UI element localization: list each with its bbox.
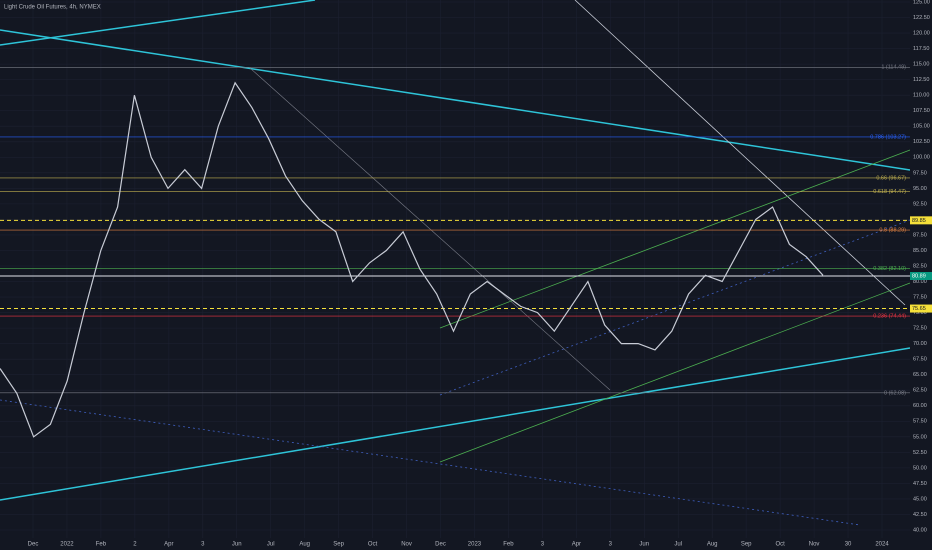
x-tick-label: 3 xyxy=(609,542,613,548)
y-tick-label: 110.00 xyxy=(913,93,929,99)
y-tick-label: 70.00 xyxy=(913,341,927,347)
price-line xyxy=(0,81,824,438)
x-tick-label: Apr xyxy=(572,542,581,548)
fib-label: 0.786 (103.27) xyxy=(870,134,906,140)
price-badge-label: 89.85 xyxy=(912,218,926,224)
x-tick-label: 2023 xyxy=(468,542,482,548)
y-tick-label: 82.50 xyxy=(913,263,927,269)
channel-line xyxy=(439,149,911,329)
x-tick-label: 2022 xyxy=(60,542,74,548)
x-tick-label: 3 xyxy=(541,542,545,548)
trendline xyxy=(249,67,611,391)
trendline xyxy=(0,29,911,171)
y-tick-label: 97.50 xyxy=(913,170,927,176)
x-tick-label: Jul xyxy=(267,542,275,548)
fib-label: 0.5 (88.29) xyxy=(879,227,906,233)
channel-line xyxy=(439,282,911,463)
y-tick-label: 47.50 xyxy=(913,481,927,487)
price-badge xyxy=(910,216,932,225)
x-tick-label: Jun xyxy=(232,542,242,548)
axes: 40.00 42.50 45.00 47.50 50.00 52.50 55.00 57.50… xyxy=(28,0,932,548)
x-tick-label: Sep xyxy=(741,542,752,548)
x-tick-label: Feb xyxy=(503,542,514,548)
y-tick-label: 80.00 xyxy=(913,279,927,285)
y-tick-label: 57.50 xyxy=(913,419,927,425)
y-tick-label: 45.00 xyxy=(913,496,927,502)
x-tick-label: Apr xyxy=(164,542,173,548)
y-tick-label: 42.50 xyxy=(913,512,927,518)
y-tick-label: 115.00 xyxy=(913,62,929,68)
x-tick-label: 2 xyxy=(133,542,137,548)
x-tick-label: Oct xyxy=(775,542,785,548)
y-tick-label: 117.50 xyxy=(913,46,929,52)
x-tick-label: Jul xyxy=(674,542,682,548)
price-badge xyxy=(910,304,932,313)
y-tick-label: 102.50 xyxy=(913,139,930,145)
fib-label: 0.66 (96.67) xyxy=(876,175,906,181)
y-tick-label: 75.00 xyxy=(913,310,927,316)
y-tick-label: 122.50 xyxy=(913,15,930,21)
y-tick-label: 77.50 xyxy=(913,295,927,301)
fib-label: 1 (114.49) xyxy=(881,65,906,71)
plot xyxy=(0,81,824,438)
y-tick-label: 85.00 xyxy=(913,248,927,254)
y-tick-label: 62.50 xyxy=(913,388,927,394)
fib-levels: 1 (114.49) 0.786 (103.27) 0.66 (96.67) 0.61… xyxy=(0,65,910,396)
x-tick-label: Sep xyxy=(333,542,344,548)
x-tick-label: Nov xyxy=(809,542,820,548)
y-tick-label: 107.50 xyxy=(913,108,930,114)
x-tick-label: Aug xyxy=(707,542,718,548)
y-tick-label: 60.00 xyxy=(913,403,927,409)
y-tick-label: 52.50 xyxy=(913,450,927,456)
x-tick-label: 2024 xyxy=(875,542,889,548)
trendline xyxy=(0,347,911,501)
trendline xyxy=(574,0,906,306)
y-tick-label: 95.00 xyxy=(913,186,927,192)
x-tick-label: Dec xyxy=(435,542,446,548)
x-tick-label: Feb xyxy=(96,542,107,548)
y-tick-label: 67.50 xyxy=(913,357,927,363)
fib-label: 0.382 (82.10) xyxy=(873,266,906,272)
y-tick-label: 50.00 xyxy=(913,465,927,471)
y-tick-label: 100.00 xyxy=(913,155,930,161)
time-axis xyxy=(0,538,932,550)
dotted-line xyxy=(439,219,911,396)
x-tick-label: Nov xyxy=(401,542,412,548)
y-tick-label: 87.50 xyxy=(913,232,927,238)
y-tick-label: 65.00 xyxy=(913,372,927,378)
fib-label: 0 (62.08) xyxy=(884,390,906,396)
y-tick-label: 120.00 xyxy=(913,31,930,37)
price-badge xyxy=(910,272,932,281)
y-tick-label: 105.00 xyxy=(913,124,930,130)
y-tick-label: 112.50 xyxy=(913,77,929,83)
y-tick-label: 55.00 xyxy=(913,434,927,440)
fib-label: 0.618 (94.47) xyxy=(873,189,906,195)
x-tick-label: Oct xyxy=(368,542,378,548)
y-tick-label: 92.50 xyxy=(913,201,927,207)
price-badge-label: 80.89 xyxy=(912,273,926,279)
x-tick-label: 3 xyxy=(201,542,205,548)
y-tick-label: 40.00 xyxy=(913,527,927,533)
x-tick-label: Dec xyxy=(28,542,39,548)
chart-title: Light Crude Oil Futures, 4h, NYMEX xyxy=(4,5,101,11)
y-tick-label: 72.50 xyxy=(913,326,927,332)
x-tick-label: Aug xyxy=(299,542,310,548)
price-badge-label: 75.65 xyxy=(912,306,926,312)
x-tick-label: 30 xyxy=(845,542,852,548)
grid xyxy=(0,0,910,538)
fib-label: 0.236 (74.44) xyxy=(873,314,906,320)
x-tick-label: Jun xyxy=(639,542,649,548)
trendlines xyxy=(0,0,911,526)
y-tick-label: 125.00 xyxy=(913,0,930,5)
